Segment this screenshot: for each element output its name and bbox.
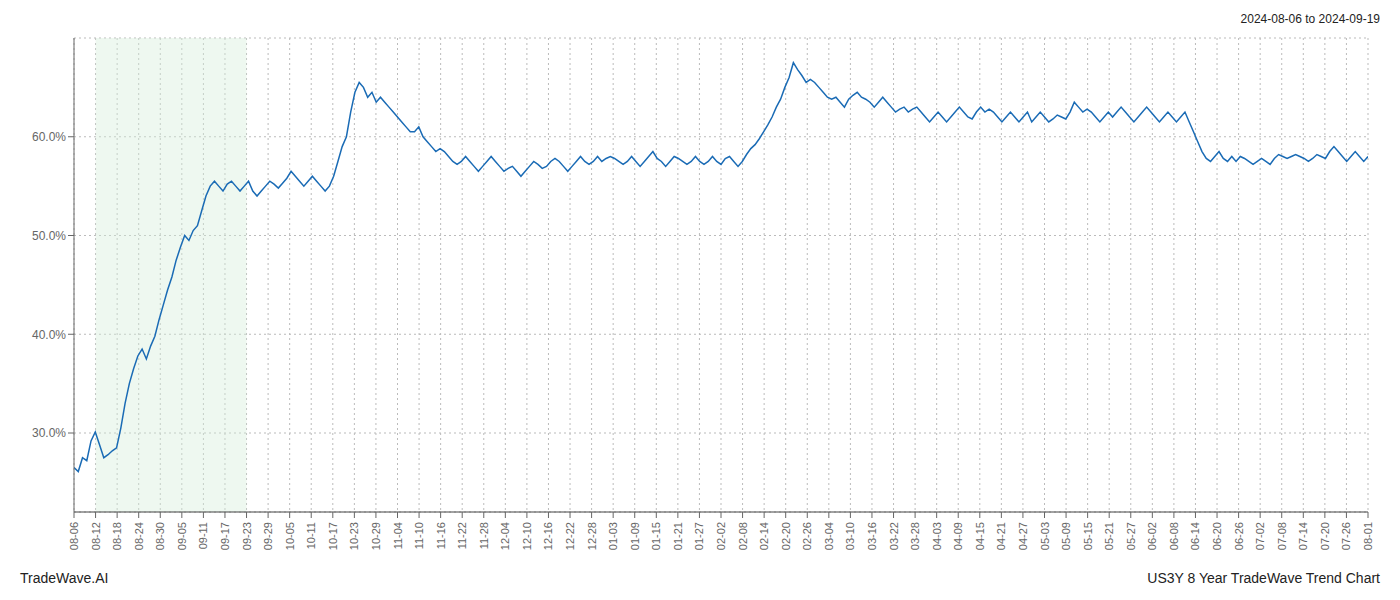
svg-text:02-20: 02-20 — [780, 522, 792, 550]
svg-text:10-05: 10-05 — [284, 522, 296, 550]
svg-text:02-14: 02-14 — [758, 522, 770, 550]
svg-text:12-28: 12-28 — [586, 522, 598, 550]
svg-text:07-02: 07-02 — [1254, 522, 1266, 550]
svg-text:04-15: 04-15 — [974, 522, 986, 550]
svg-text:60.0%: 60.0% — [32, 130, 66, 144]
svg-text:07-08: 07-08 — [1276, 522, 1288, 550]
svg-text:40.0%: 40.0% — [32, 328, 66, 342]
svg-text:06-08: 06-08 — [1168, 522, 1180, 550]
svg-text:04-21: 04-21 — [995, 522, 1007, 550]
svg-text:11-16: 11-16 — [435, 522, 447, 549]
svg-text:12-10: 12-10 — [521, 522, 533, 550]
svg-text:09-05: 09-05 — [176, 522, 188, 550]
svg-text:08-06: 08-06 — [68, 522, 80, 550]
svg-text:11-10: 11-10 — [413, 522, 425, 549]
svg-text:01-09: 01-09 — [629, 522, 641, 550]
svg-text:50.0%: 50.0% — [32, 229, 66, 243]
svg-text:11-28: 11-28 — [478, 522, 490, 549]
svg-text:04-27: 04-27 — [1017, 522, 1029, 550]
svg-text:12-16: 12-16 — [542, 522, 554, 550]
svg-text:03-28: 03-28 — [909, 522, 921, 550]
svg-text:10-23: 10-23 — [348, 522, 360, 550]
svg-text:08-12: 08-12 — [90, 522, 102, 550]
svg-text:01-15: 01-15 — [650, 522, 662, 550]
svg-text:05-15: 05-15 — [1082, 522, 1094, 550]
svg-text:03-16: 03-16 — [866, 522, 878, 550]
svg-text:08-24: 08-24 — [133, 522, 145, 550]
svg-text:01-21: 01-21 — [672, 522, 684, 550]
svg-text:07-14: 07-14 — [1297, 522, 1309, 550]
svg-text:12-22: 12-22 — [564, 522, 576, 550]
svg-text:02-26: 02-26 — [801, 522, 813, 550]
svg-text:09-11: 09-11 — [197, 522, 209, 549]
svg-text:01-03: 01-03 — [607, 522, 619, 550]
svg-text:10-29: 10-29 — [370, 522, 382, 550]
svg-text:06-26: 06-26 — [1233, 522, 1245, 550]
svg-text:04-03: 04-03 — [931, 522, 943, 550]
svg-text:11-22: 11-22 — [456, 522, 468, 549]
svg-text:05-21: 05-21 — [1103, 522, 1115, 550]
svg-text:03-22: 03-22 — [888, 522, 900, 550]
svg-text:11-04: 11-04 — [392, 522, 404, 549]
svg-text:30.0%: 30.0% — [32, 426, 66, 440]
svg-text:01-27: 01-27 — [693, 522, 705, 550]
html-text:TradeWave.AI: TradeWave.AI — [20, 570, 109, 586]
svg-text:09-29: 09-29 — [262, 522, 274, 550]
svg-text:07-26: 07-26 — [1340, 522, 1352, 550]
html-text:2024-08-06 to 2024-09-19: 2024-08-06 to 2024-09-19 — [1240, 12, 1380, 26]
svg-text:05-03: 05-03 — [1039, 522, 1051, 550]
svg-text:05-09: 05-09 — [1060, 522, 1072, 550]
svg-text:05-27: 05-27 — [1125, 522, 1137, 550]
svg-text:10-17: 10-17 — [327, 522, 339, 550]
svg-text:06-14: 06-14 — [1189, 522, 1201, 550]
svg-text:04-09: 04-09 — [952, 522, 964, 550]
svg-text:09-17: 09-17 — [219, 522, 231, 550]
svg-text:02-02: 02-02 — [715, 522, 727, 550]
svg-text:08-30: 08-30 — [154, 522, 166, 550]
html-text:US3Y 8 Year TradeWave Trend Ch: US3Y 8 Year TradeWave Trend Chart — [1147, 570, 1380, 586]
svg-text:03-04: 03-04 — [823, 522, 835, 550]
svg-text:12-04: 12-04 — [499, 522, 511, 550]
svg-text:06-02: 06-02 — [1146, 522, 1158, 550]
svg-text:08-18: 08-18 — [111, 522, 123, 550]
svg-text:10-11: 10-11 — [305, 522, 317, 549]
svg-text:07-20: 07-20 — [1319, 522, 1331, 550]
svg-text:08-01: 08-01 — [1362, 522, 1374, 550]
svg-text:06-20: 06-20 — [1211, 522, 1223, 550]
svg-text:03-10: 03-10 — [844, 522, 856, 550]
svg-text:09-23: 09-23 — [241, 522, 253, 550]
svg-text:02-08: 02-08 — [737, 522, 749, 550]
